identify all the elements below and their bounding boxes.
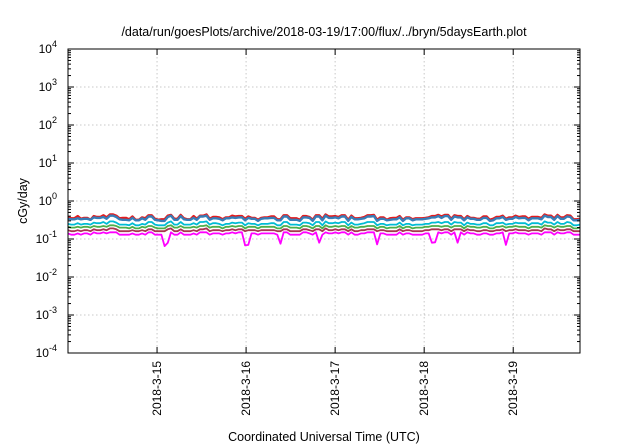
x-tick-label: 2018-3-17	[328, 361, 342, 416]
series-line	[67, 220, 581, 227]
x-tick-label: 2018-3-16	[239, 361, 253, 416]
x-tick-label: 2018-3-19	[506, 361, 520, 416]
y-tick-label: 100	[39, 191, 57, 208]
x-tick-label: 2018-3-18	[417, 361, 431, 416]
x-axis-label: Coordinated Universal Time (UTC)	[228, 430, 420, 444]
y-tick-label: 10-4	[36, 343, 57, 360]
y-tick-label: 101	[39, 153, 57, 170]
series-lines	[67, 213, 581, 248]
x-axis: 2018-3-15 2018-3-16 2018-3-17 2018-3-18 2018…	[150, 49, 520, 416]
series-line	[67, 231, 580, 248]
grid	[68, 49, 580, 353]
series-line	[67, 224, 581, 230]
chart-title: /data/run/goesPlots/archive/2018-03-19/1…	[121, 25, 527, 39]
y-tick-label: 104	[39, 39, 57, 56]
y-tick-label: 103	[39, 77, 57, 94]
y-tick-label: 10-3	[36, 305, 57, 322]
y-tick-label: 102	[39, 115, 57, 132]
y-tick-label: 10-1	[36, 229, 57, 246]
y-axis-label: cGy/day	[16, 177, 30, 224]
series-line	[67, 227, 580, 233]
x-tick-label: 2018-3-15	[150, 361, 164, 416]
series-line	[67, 214, 581, 223]
y-tick-label: 10-2	[36, 267, 57, 284]
